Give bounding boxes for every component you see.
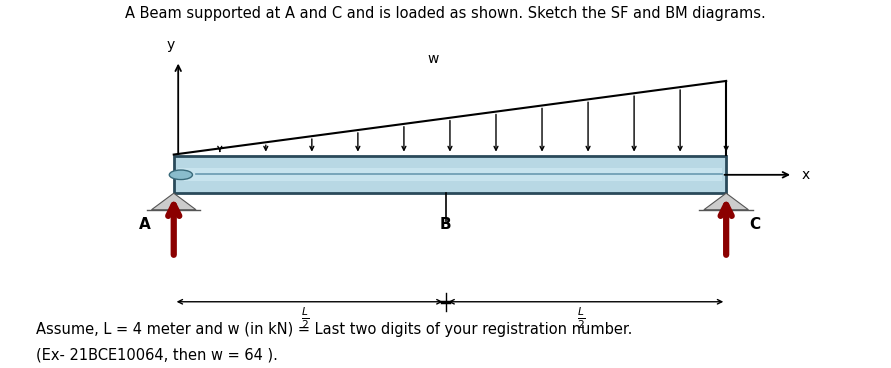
Text: Assume, L = 4 meter and w (in kN) = Last two digits of your registration number.: Assume, L = 4 meter and w (in kN) = Last… xyxy=(36,322,632,337)
Polygon shape xyxy=(151,193,196,210)
Circle shape xyxy=(169,170,192,180)
Text: (Ex- 21BCE10064, then w = 64 ).: (Ex- 21BCE10064, then w = 64 ). xyxy=(36,348,277,363)
Polygon shape xyxy=(704,193,748,210)
Text: A Beam supported at A and C and is loaded as shown. Sketch the SF and BM diagram: A Beam supported at A and C and is loade… xyxy=(125,6,766,21)
Text: B: B xyxy=(439,217,452,232)
Text: w: w xyxy=(428,52,439,66)
Text: $\frac{L}{2}$: $\frac{L}{2}$ xyxy=(577,305,585,331)
Text: $\frac{L}{2}$: $\frac{L}{2}$ xyxy=(301,305,309,331)
Bar xyxy=(174,156,726,193)
Text: y: y xyxy=(167,38,176,52)
Text: C: C xyxy=(749,217,760,232)
Bar xyxy=(178,168,722,181)
Text: x: x xyxy=(802,168,810,182)
Text: A: A xyxy=(139,217,151,232)
